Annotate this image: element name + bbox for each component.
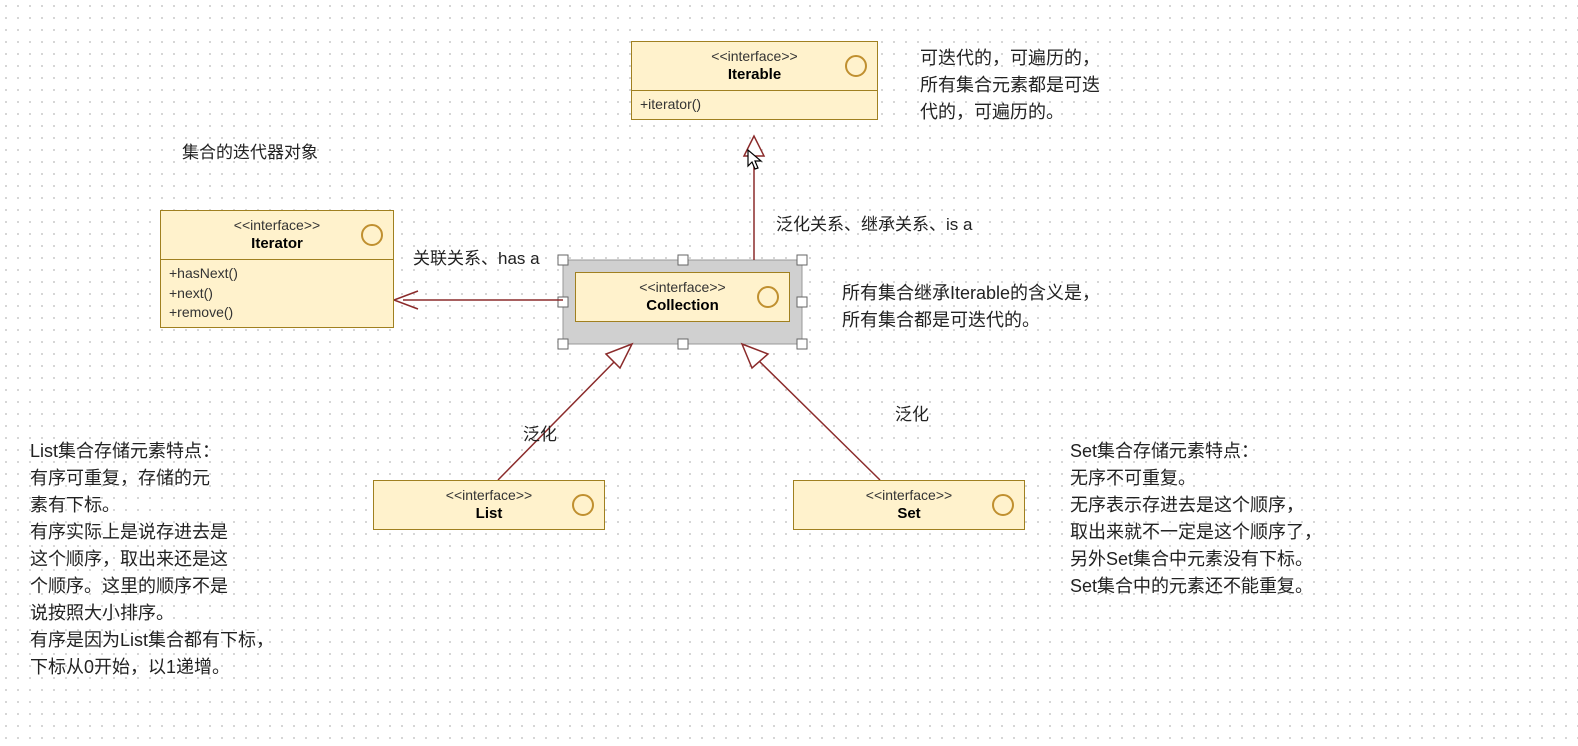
interface-marker-icon (992, 494, 1014, 516)
class-name: Iterable (642, 65, 867, 85)
members-box: +hasNext() +next() +remove() (161, 260, 393, 327)
set-note-text: Set集合存储元素特点： 无序不可重复。 无序表示存进去是这个顺序， 取出来就不… (1070, 438, 1322, 600)
uml-interface-iterator[interactable]: <<interface>> Iterator +hasNext() +next(… (160, 210, 394, 328)
interface-marker-icon (361, 224, 383, 246)
class-name: Set (804, 504, 1014, 524)
class-name: List (384, 504, 594, 524)
stereotype-label: <<interface>> (586, 279, 779, 296)
uml-interface-list[interactable]: <<interface>> List (373, 480, 605, 530)
has-a-label: 关联关系、has a (413, 244, 540, 269)
edge-collection-iterator (394, 291, 563, 309)
is-a-label: 泛化关系、继承关系、is a (776, 210, 972, 235)
stereotype-label: <<interface>> (804, 487, 1014, 504)
generalization-set-label: 泛化 (895, 400, 929, 425)
cursor-icon (746, 148, 766, 178)
list-note-text: List集合存储元素特点： 有序可重复，存储的元 素有下标。 有序实际上是说存进… (30, 438, 274, 681)
stereotype-label: <<interface>> (642, 48, 867, 65)
stereotype-label: <<interface>> (384, 487, 594, 504)
iterable-note-text: 可迭代的，可遍历的， 所有集合元素都是可迭 代的，可遍历的。 (920, 45, 1100, 126)
generalization-list-label: 泛化 (523, 420, 557, 445)
edge-collection-iterable (744, 136, 764, 260)
class-name: Iterator (171, 234, 383, 254)
uml-interface-iterable[interactable]: <<interface>> Iterable +iterator() (631, 41, 878, 120)
edge-set-collection (742, 344, 880, 480)
interface-marker-icon (845, 55, 867, 77)
member: +hasNext() (169, 264, 385, 284)
members-box: +iterator() (632, 91, 877, 119)
iterator-note-label: 集合的迭代器对象 (182, 138, 318, 163)
class-name: Collection (586, 296, 779, 316)
member: +iterator() (640, 95, 869, 115)
edge-list-collection (498, 344, 632, 480)
stereotype-label: <<interface>> (171, 217, 383, 234)
interface-marker-icon (757, 286, 779, 308)
collection-note-text: 所有集合继承Iterable的含义是， 所有集合都是可迭代的。 (842, 280, 1100, 334)
member: +next() (169, 284, 385, 304)
interface-marker-icon (572, 494, 594, 516)
uml-interface-set[interactable]: <<interface>> Set (793, 480, 1025, 530)
member: +remove() (169, 303, 385, 323)
uml-interface-collection[interactable]: <<interface>> Collection (575, 272, 790, 322)
